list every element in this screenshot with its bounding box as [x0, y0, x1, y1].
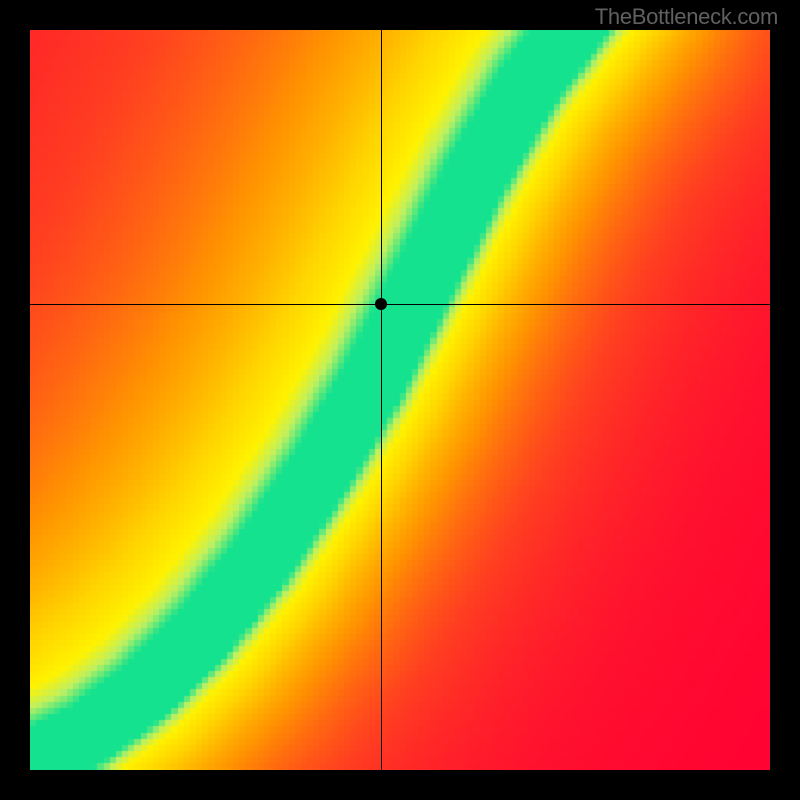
watermark-text: TheBottleneck.com	[595, 4, 778, 30]
crosshair-horizontal	[30, 304, 770, 305]
crosshair-vertical	[381, 30, 382, 770]
heatmap-canvas	[30, 30, 770, 770]
crosshair-marker	[375, 298, 387, 310]
heatmap-plot	[30, 30, 770, 770]
